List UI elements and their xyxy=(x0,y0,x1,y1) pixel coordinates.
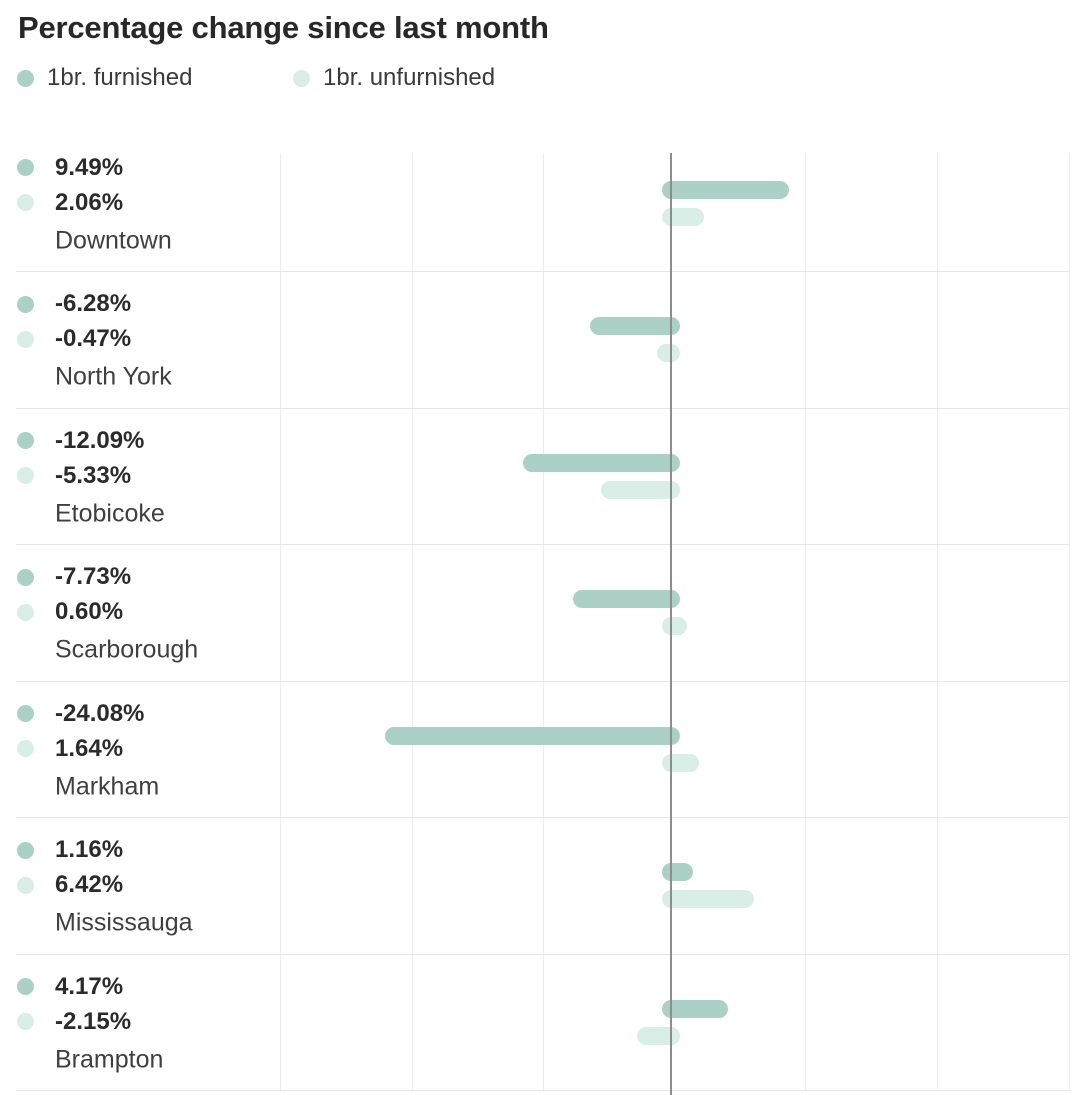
row-separator xyxy=(16,680,1070,682)
furnished-dot-icon xyxy=(17,841,34,859)
region-row-mississauga: 1.16% 6.42% Mississauga xyxy=(0,817,1080,955)
furnished-dot-icon xyxy=(17,295,34,313)
region-row-north-york: -6.28% -0.47% North York xyxy=(0,271,1080,409)
region-label: North York xyxy=(55,362,172,391)
unfurnished-dot-icon xyxy=(17,603,34,621)
unfurnished-value: 1.64% xyxy=(55,734,124,762)
furnished-value: -6.28% xyxy=(55,290,132,317)
unfurnished-value: 2.06% xyxy=(55,188,124,216)
gridline xyxy=(543,153,544,1090)
gridline xyxy=(411,153,413,1090)
region-row-brampton: 4.17% -2.15% Brampton xyxy=(0,954,1080,1091)
unfurnished-bar-north-york xyxy=(656,344,680,362)
furnished-value: -24.08% xyxy=(55,699,145,727)
region-row-markham: -24.08% 1.64% Markham xyxy=(0,681,1080,818)
unfurnished-bar-brampton xyxy=(637,1026,680,1045)
furnished-dot-icon xyxy=(17,432,34,449)
furnished-value: -7.73% xyxy=(55,563,132,590)
unfurnished-value: -5.33% xyxy=(55,461,132,489)
unfurnished-dot-icon xyxy=(17,1013,34,1030)
unfurnished-value: 6.42% xyxy=(55,871,124,898)
legend-label-unfurnished: 1br. unfurnished xyxy=(323,64,496,91)
row-separator xyxy=(16,953,1070,955)
region-row-etobicoke: -12.09% -5.33% Etobicoke xyxy=(0,408,1080,545)
region-row-downtown: 9.49% 2.06% Downtown xyxy=(0,135,1080,272)
unfurnished-value: -2.15% xyxy=(55,1007,132,1035)
unfurnished-dot-icon xyxy=(17,330,34,348)
gridline xyxy=(804,153,806,1090)
chart-title: Percentage change since last month xyxy=(18,10,549,45)
row-separator xyxy=(16,817,1070,818)
legend-label-furnished: 1br. furnished xyxy=(47,64,193,91)
unfurnished-dot-icon xyxy=(17,876,34,894)
furnished-bar-downtown xyxy=(662,180,790,199)
row-separator xyxy=(16,544,1070,545)
region-label: Scarborough xyxy=(55,635,199,664)
unfurnished-dot-icon xyxy=(293,69,310,87)
gridline xyxy=(280,153,281,1090)
legend-item-unfurnished: 1br. unfurnished xyxy=(293,62,495,94)
region-label: Brampton xyxy=(55,1045,164,1073)
region-row-scarborough: -7.73% 0.60% Scarborough xyxy=(0,544,1080,682)
unfurnished-bar-downtown xyxy=(662,207,704,226)
furnished-dot-icon xyxy=(17,69,34,87)
furnished-value: 9.49% xyxy=(55,153,124,181)
gridline xyxy=(936,153,938,1090)
unfurnished-bar-mississauga xyxy=(662,890,754,908)
unfurnished-dot-icon xyxy=(17,467,34,484)
furnished-dot-icon xyxy=(17,705,34,722)
region-label: Etobicoke xyxy=(55,499,165,527)
unfurnished-value: 0.60% xyxy=(55,598,124,625)
furnished-dot-icon xyxy=(17,568,34,586)
region-label: Downtown xyxy=(55,226,172,254)
unfurnished-bar-scarborough xyxy=(662,617,687,635)
furnished-dot-icon xyxy=(17,159,34,176)
unfurnished-value: -0.47% xyxy=(55,325,132,352)
furnished-value: 1.16% xyxy=(55,836,124,863)
row-separator xyxy=(16,271,1070,272)
unfurnished-dot-icon xyxy=(17,740,34,757)
furnished-bar-etobicoke xyxy=(522,453,680,472)
gridline xyxy=(1069,153,1070,1090)
region-label: Mississauga xyxy=(55,908,193,937)
region-label: Markham xyxy=(55,772,160,800)
furnished-value: 4.17% xyxy=(55,972,124,1000)
furnished-bar-north-york xyxy=(589,317,680,335)
row-separator xyxy=(16,1090,1070,1091)
legend: 1br. furnished 1br. unfurnished xyxy=(0,62,1080,94)
furnished-value: -12.09% xyxy=(55,426,145,454)
unfurnished-bar-etobicoke xyxy=(600,480,680,499)
furnished-bar-scarborough xyxy=(573,590,680,608)
furnished-dot-icon xyxy=(17,978,34,995)
unfurnished-bar-markham xyxy=(662,753,699,772)
furnished-bar-markham xyxy=(385,726,680,745)
zero-axis-line xyxy=(670,153,672,1095)
unfurnished-dot-icon xyxy=(17,194,34,211)
row-separator xyxy=(16,407,1070,409)
legend-item-furnished: 1br. furnished xyxy=(17,62,192,94)
furnished-bar-mississauga xyxy=(662,863,694,881)
furnished-bar-brampton xyxy=(662,999,728,1018)
